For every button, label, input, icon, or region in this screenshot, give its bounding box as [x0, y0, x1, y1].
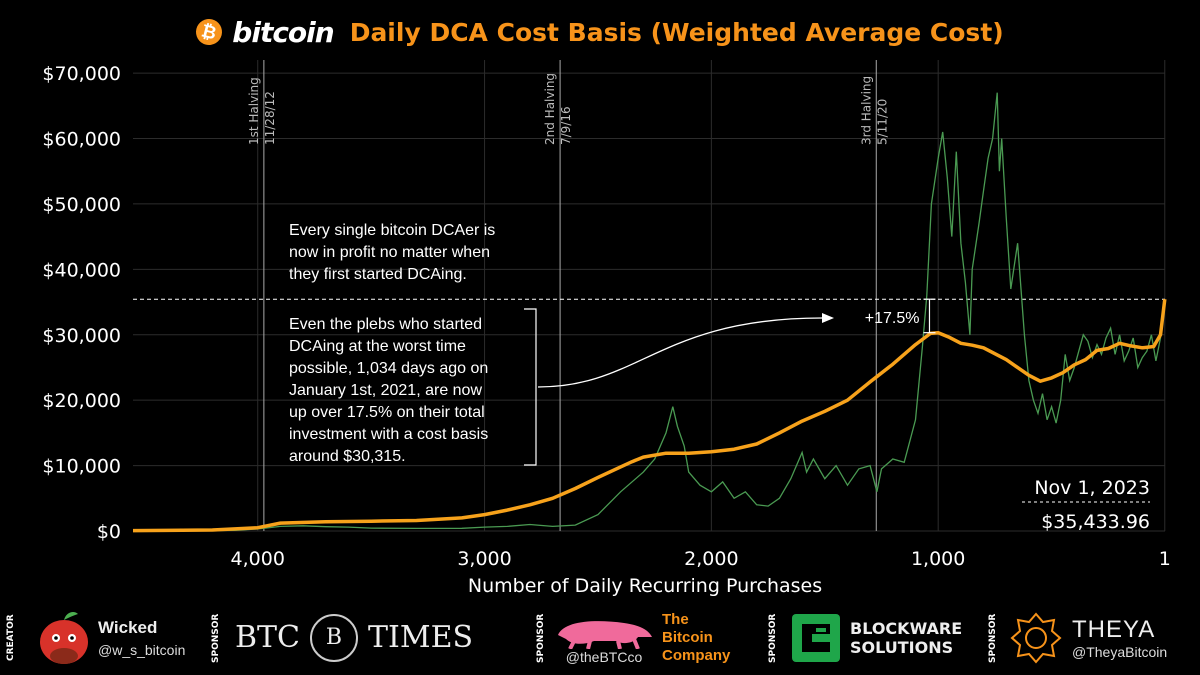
- current-price-callout: Nov 1, 2023 $35,433.96: [1022, 477, 1150, 533]
- sponsor-tag: SPONSOR: [988, 613, 998, 663]
- worst-time-note-line: investment with a cost basis: [289, 426, 488, 443]
- y-tick-label: $30,000: [42, 325, 121, 347]
- halving-date-label: 7/9/16: [559, 106, 573, 145]
- blockware-line: SOLUTIONS: [850, 637, 954, 657]
- dca-chart: 1st Halving 11/28/12 2nd Halving 7/9/16 3rd …: [42, 60, 1171, 597]
- bitcoin-company-line: Company: [662, 646, 731, 664]
- y-tick-label: $50,000: [42, 194, 121, 216]
- bitcoin-company-line: Bitcoin: [662, 628, 713, 646]
- btc-times-right-word: TIMES: [368, 620, 474, 655]
- x-axis-label: Number of Daily Recurring Purchases: [468, 575, 822, 597]
- btc-times-seal-icon: B: [310, 613, 359, 662]
- current-price-label: $35,433.96: [1041, 511, 1150, 533]
- halving-date-label: 11/28/12: [263, 91, 277, 145]
- theya-sponsor: SPONSOR THEYA @TheyaBitcoin: [982, 600, 1200, 675]
- annotation-bracket: [524, 308, 537, 466]
- worst-time-note-line: DCAing at the worst time: [289, 338, 466, 355]
- worst-time-note-line: January 1st, 2021, are now: [289, 382, 482, 399]
- y-tick-label: $70,000: [42, 63, 121, 85]
- halving-date-label: 5/11/20: [875, 99, 889, 145]
- theya-name: THEYA: [1072, 615, 1156, 643]
- halving-markers: 1st Halving 11/28/12 2nd Halving 7/9/16 3rd …: [247, 60, 889, 531]
- btc-times-left-word: BTC: [235, 620, 301, 655]
- worst-time-note-line: Even the plebs who started: [289, 316, 482, 333]
- sponsor-tag: SPONSOR: [536, 613, 546, 663]
- halving-label: 3rd Halving: [859, 76, 873, 145]
- profit-note-line: they first started DCAing.: [289, 266, 467, 283]
- worst-time-note-line: possible, 1,034 days ago on: [289, 360, 488, 377]
- grid-lines: [133, 60, 1166, 532]
- profit-note-line: now in profit no matter when: [289, 244, 490, 261]
- sponsor-footer: CREATOR Wicked @w_s_bitcoin SPONSOR BTC …: [0, 600, 1200, 675]
- worst-time-annotation: Even the plebs who started DCAing at the…: [289, 308, 834, 466]
- annotation-arrow: [537, 317, 823, 388]
- arrow-head-icon: [822, 313, 834, 323]
- x-tick-label: 1,000: [911, 548, 965, 570]
- percent-gain-label: +17.5%: [865, 310, 920, 327]
- current-date-label: Nov 1, 2023: [1034, 477, 1150, 499]
- y-tick-label: $0: [97, 521, 121, 543]
- creator-tag: CREATOR: [6, 614, 16, 662]
- creator-handle: @w_s_bitcoin: [98, 641, 186, 658]
- x-tick-label: 1: [1159, 548, 1171, 570]
- cost-basis-series-line: [132, 298, 1167, 533]
- y-axis-ticks: $0 $10,000 $20,000 $30,000 $40,000 $50,000 $60…: [42, 63, 121, 543]
- btc-times-sponsor: SPONSOR BTC B TIMES: [205, 600, 530, 675]
- profit-note-line: Every single bitcoin DCAer is: [289, 222, 495, 239]
- x-tick-label: 4,000: [231, 548, 285, 570]
- creator-block: CREATOR Wicked @w_s_bitcoin: [0, 600, 205, 675]
- bitcoin-company-handle: @theBTCco: [565, 648, 643, 665]
- price-series-line: [133, 92, 1166, 532]
- chart-title: Daily DCA Cost Basis (Weighted Average C…: [349, 17, 1004, 47]
- y-tick-label: $60,000: [42, 129, 121, 151]
- honey-badger-logo-icon: [558, 620, 652, 649]
- creator-name: Wicked: [98, 617, 158, 637]
- bitcoin-company-line: The: [662, 610, 689, 628]
- x-axis-ticks: 4,000 3,000 2,000 1,000 1: [231, 548, 1171, 570]
- blockware-line: BLOCKWARE: [850, 618, 963, 638]
- percent-gain-marker: +17.5%: [865, 298, 936, 334]
- y-tick-label: $20,000: [42, 390, 121, 412]
- bitcoin-company-sponsor: SPONSOR @theBTCco The Bitcoin Company: [530, 600, 762, 675]
- worst-time-note-line: up over 17.5% on their total: [289, 404, 485, 421]
- theya-handle: @TheyaBitcoin: [1072, 643, 1168, 660]
- y-tick-label: $40,000: [42, 259, 121, 281]
- bitcoin-wordmark: bitcoin: [232, 15, 334, 49]
- blockware-cube-icon: [792, 613, 840, 662]
- blockware-sponsor: SPONSOR BLOCKWARE SOLUTIONS: [762, 600, 982, 675]
- theya-star-logo-icon: [1010, 611, 1062, 664]
- halving-label: 1st Halving: [247, 77, 261, 145]
- y-tick-label: $10,000: [42, 456, 121, 478]
- chart-title-bar: ₿ bitcoin Daily DCA Cost Basis (Weighted…: [0, 14, 1200, 50]
- worst-time-note-line: around $30,315.: [289, 448, 406, 465]
- sponsor-tag: SPONSOR: [211, 613, 221, 663]
- x-tick-label: 2,000: [684, 548, 738, 570]
- apple-avatar-icon: [40, 611, 88, 664]
- halving-label: 2nd Halving: [543, 73, 557, 145]
- profit-annotation: Every single bitcoin DCAer is now in pro…: [289, 222, 495, 283]
- x-tick-label: 3,000: [457, 548, 511, 570]
- sponsor-tag: SPONSOR: [768, 613, 778, 663]
